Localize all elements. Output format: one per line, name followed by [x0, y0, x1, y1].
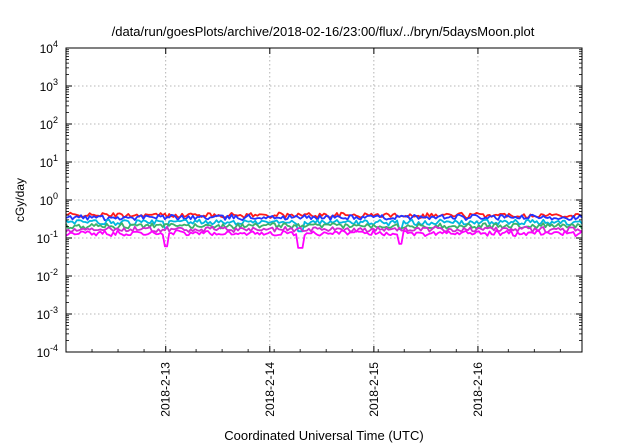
chart-title: /data/run/goesPlots/archive/2018-02-16/2…	[112, 24, 535, 39]
y-tick-label: 102	[40, 115, 58, 132]
axes: 10-4 10-3 10-2 10-1 100 101 102 103 104 2018-2-13…	[37, 39, 582, 417]
x-tick-label: 2018-2-14	[263, 362, 277, 417]
series-line	[65, 211, 583, 219]
x-tick-label: 2018-2-15	[367, 362, 381, 417]
y-tick-label: 100	[40, 191, 58, 208]
y-tick-label: 10-3	[37, 305, 58, 322]
series-line	[65, 213, 583, 222]
x-tick-label: 2018-2-16	[471, 362, 485, 417]
series-line	[65, 222, 583, 230]
series-line	[65, 229, 583, 249]
y-tick-label: 104	[40, 39, 58, 56]
series-line	[65, 218, 583, 233]
y-axis-label: cGy/day	[13, 178, 27, 222]
grid	[66, 48, 582, 352]
y-tick-label: 10-1	[37, 229, 58, 246]
x-tick-label: 2018-2-13	[159, 362, 173, 417]
x-axis-label: Coordinated Universal Time (UTC)	[224, 428, 423, 443]
series-layer	[65, 211, 583, 249]
y-tick-label: 10-4	[37, 343, 58, 360]
y-tick-label: 101	[40, 153, 58, 170]
y-tick-label: 10-2	[37, 267, 58, 284]
y-tick-label: 103	[40, 77, 58, 94]
